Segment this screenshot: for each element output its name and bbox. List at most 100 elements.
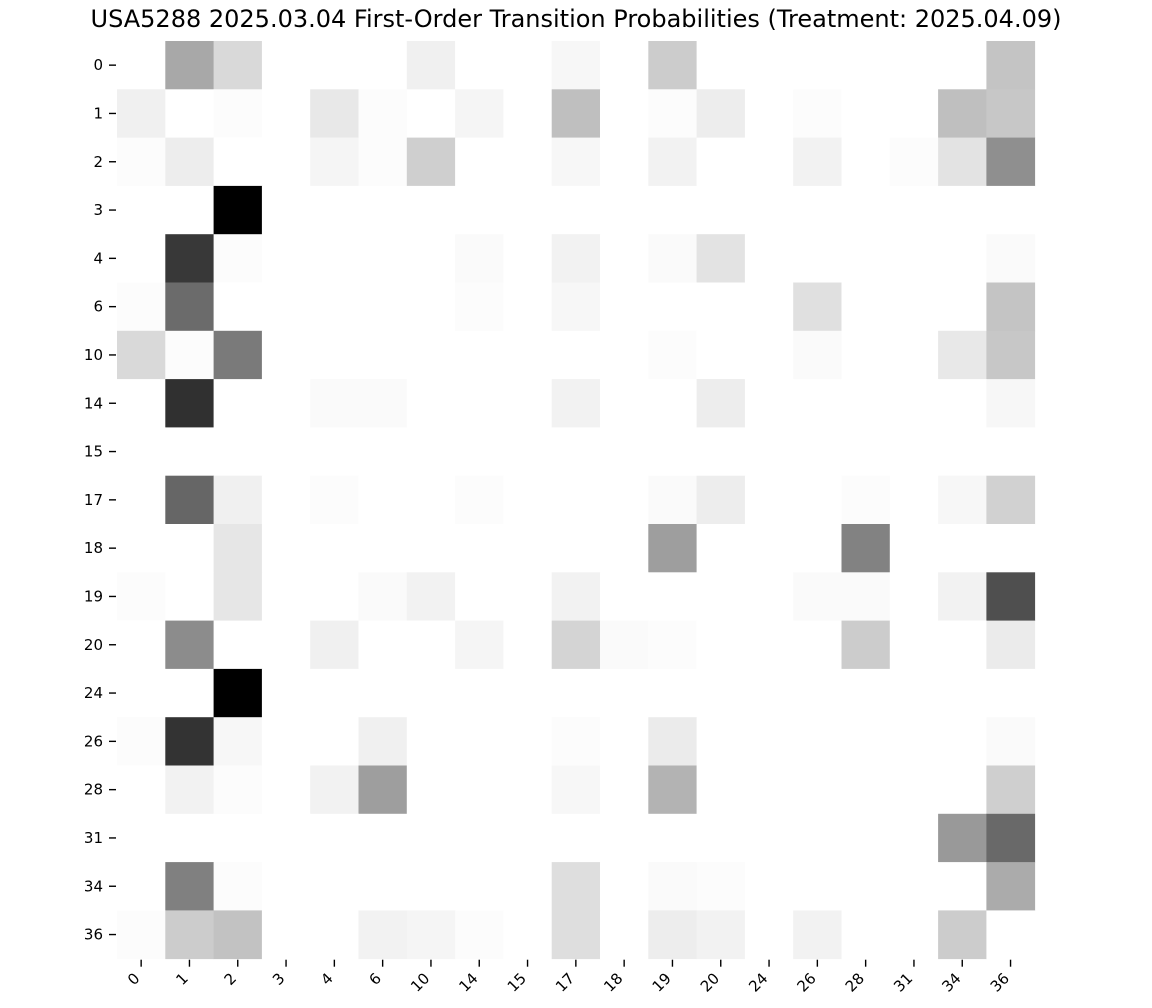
heatmap-cell-15-17 xyxy=(551,427,601,477)
heatmap-cell-6-14 xyxy=(455,282,504,332)
x-tick-label-2: 2 xyxy=(221,969,240,988)
heatmap-cell-0-28 xyxy=(841,41,891,90)
heatmap-cell-20-19 xyxy=(648,620,697,670)
heatmap-cell-26-14 xyxy=(455,717,504,766)
heatmap-cell-36-24 xyxy=(744,910,794,960)
heatmap-cell-31-10 xyxy=(406,813,456,863)
heatmap-cell-34-2 xyxy=(213,862,263,911)
heatmap-cell-6-36 xyxy=(986,282,1036,332)
heatmap-cell-34-15 xyxy=(503,862,553,911)
heatmap-cell-26-24 xyxy=(744,717,794,766)
heatmap-cell-36-2 xyxy=(213,910,263,960)
heatmap-cell-26-10 xyxy=(406,717,456,766)
heatmap-cell-20-28 xyxy=(841,620,891,670)
heatmap-cell-2-18 xyxy=(600,137,649,187)
heatmap-cell-36-10 xyxy=(406,910,456,960)
heatmap-cell-36-1 xyxy=(165,910,214,960)
heatmap-cell-17-2 xyxy=(213,475,263,525)
heatmap-cell-10-2 xyxy=(213,330,263,380)
heatmap-cell-18-17 xyxy=(551,524,601,573)
heatmap-cell-34-3 xyxy=(261,862,311,911)
y-tick-label-31: 31 xyxy=(84,829,103,847)
heatmap-cell-2-10 xyxy=(406,137,456,187)
heatmap-cell-20-24 xyxy=(744,620,794,670)
heatmap-cell-34-14 xyxy=(455,862,504,911)
heatmap-cell-4-0 xyxy=(117,234,166,283)
heatmap-cell-34-36 xyxy=(986,862,1036,911)
heatmap-cell-2-6 xyxy=(358,137,408,187)
heatmap-cell-19-31 xyxy=(889,572,939,621)
heatmap-cell-14-6 xyxy=(358,379,408,428)
heatmap-cell-31-17 xyxy=(551,813,601,863)
heatmap-cell-0-17 xyxy=(551,41,601,90)
heatmap-cell-36-3 xyxy=(261,910,311,960)
heatmap-cell-17-20 xyxy=(696,475,746,525)
heatmap-cell-15-6 xyxy=(358,427,408,477)
heatmap-cell-24-26 xyxy=(793,668,842,718)
heatmap-cell-24-31 xyxy=(889,668,939,718)
heatmap-cell-10-18 xyxy=(600,330,649,380)
x-tick-label-14: 14 xyxy=(455,969,481,995)
y-tick-label-28: 28 xyxy=(84,781,103,799)
heatmap-cell-36-34 xyxy=(938,910,987,960)
x-tick-label-1: 1 xyxy=(172,969,191,988)
heatmap-cell-6-15 xyxy=(503,282,553,332)
heatmap-cell-2-36 xyxy=(986,137,1036,187)
heatmap-cell-17-34 xyxy=(938,475,987,525)
heatmap-cell-17-1 xyxy=(165,475,214,525)
heatmap-cell-36-20 xyxy=(696,910,746,960)
heatmap-cells xyxy=(117,41,1036,960)
heatmap-cell-31-26 xyxy=(793,813,842,863)
heatmap-cell-31-34 xyxy=(938,813,987,863)
heatmap-cell-18-3 xyxy=(261,524,311,573)
heatmap-cell-10-34 xyxy=(938,330,987,380)
x-tick-label-3: 3 xyxy=(269,969,288,988)
heatmap-cell-0-4 xyxy=(310,41,359,90)
heatmap-cell-31-36 xyxy=(986,813,1036,863)
heatmap-cell-6-24 xyxy=(744,282,794,332)
x-tick-label-34: 34 xyxy=(938,969,964,995)
heatmap-cell-3-36 xyxy=(986,185,1036,235)
heatmap-cell-3-20 xyxy=(696,185,746,235)
heatmap-cell-17-28 xyxy=(841,475,891,525)
heatmap-cell-15-0 xyxy=(117,427,166,477)
heatmap-cell-10-20 xyxy=(696,330,746,380)
heatmap-cell-17-6 xyxy=(358,475,408,525)
heatmap-cell-20-0 xyxy=(117,620,166,670)
heatmap-cell-15-36 xyxy=(986,427,1036,477)
heatmap-cell-4-4 xyxy=(310,234,359,283)
y-tick-label-19: 19 xyxy=(84,587,103,605)
heatmap-cell-3-19 xyxy=(648,185,697,235)
x-tick-label-24: 24 xyxy=(745,969,771,995)
heatmap-cell-24-17 xyxy=(551,668,601,718)
heatmap-cell-14-3 xyxy=(261,379,311,428)
heatmap-cell-6-19 xyxy=(648,282,697,332)
heatmap-cell-24-28 xyxy=(841,668,891,718)
heatmap-cell-19-14 xyxy=(455,572,504,621)
heatmap-cell-0-20 xyxy=(696,41,746,90)
heatmap-cell-34-19 xyxy=(648,862,697,911)
heatmap-cell-1-28 xyxy=(841,89,891,138)
heatmap-cell-1-15 xyxy=(503,89,553,138)
heatmap-cell-17-24 xyxy=(744,475,794,525)
heatmap-cell-1-19 xyxy=(648,89,697,138)
heatmap-cell-15-24 xyxy=(744,427,794,477)
heatmap-cell-26-6 xyxy=(358,717,408,766)
heatmap-cell-6-31 xyxy=(889,282,939,332)
x-tick-label-36: 36 xyxy=(987,969,1013,995)
heatmap-cell-15-3 xyxy=(261,427,311,477)
heatmap-cell-15-34 xyxy=(938,427,987,477)
heatmap-cell-26-1 xyxy=(165,717,214,766)
heatmap-cell-28-2 xyxy=(213,765,263,815)
y-tick-label-26: 26 xyxy=(84,732,103,750)
heatmap-cell-3-28 xyxy=(841,185,891,235)
heatmap-cell-28-14 xyxy=(455,765,504,815)
heatmap-cell-28-3 xyxy=(261,765,311,815)
heatmap-cell-3-6 xyxy=(358,185,408,235)
heatmap-cell-14-14 xyxy=(455,379,504,428)
heatmap-cell-0-2 xyxy=(213,41,263,90)
heatmap-cell-10-14 xyxy=(455,330,504,380)
heatmap-cell-36-31 xyxy=(889,910,939,960)
heatmap-cell-19-3 xyxy=(261,572,311,621)
heatmap-cell-1-2 xyxy=(213,89,263,138)
